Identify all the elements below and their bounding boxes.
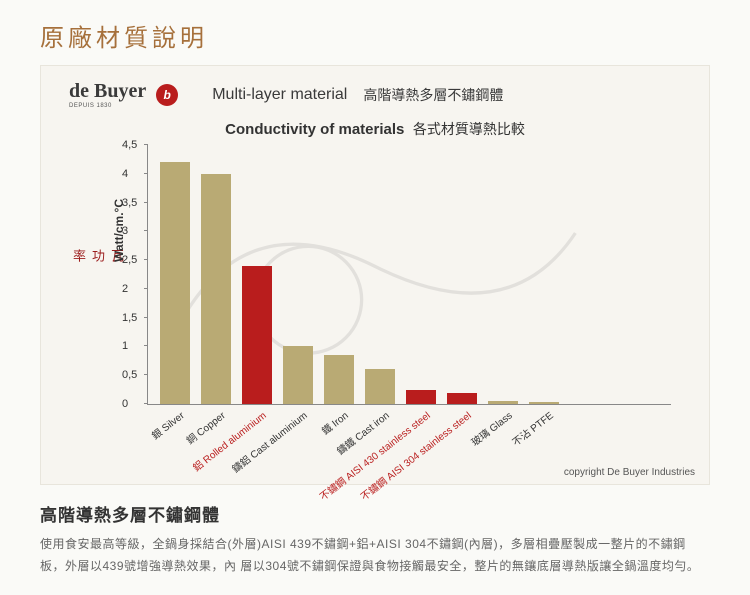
- chart-title-zh: 各式材質導熱比較: [413, 121, 525, 137]
- ytick-label: 4,5: [122, 139, 137, 151]
- description-block: 高階導熱多層不鏽鋼體 使用食安最高等級，全鍋身採結合(外層)AISI 439不鏽…: [40, 501, 710, 577]
- ytick-label: 3,5: [122, 197, 137, 209]
- bar: 銅 Copper: [201, 174, 231, 404]
- brand-block: de Buyer DEPUIS 1830: [69, 80, 146, 109]
- bar: 不沾 PTFE: [529, 402, 559, 404]
- bar: 銀 Silver: [160, 162, 190, 404]
- ytick-label: 0,5: [122, 369, 137, 381]
- chart-title-row: Conductivity of materials 各式材質導熱比較: [69, 119, 681, 139]
- page-container: 原廠材質說明 de Buyer DEPUIS 1830 b Multi-laye…: [0, 0, 750, 595]
- bar: 不鏽鋼 AISI 430 stainless steel: [406, 390, 436, 404]
- bar: 鋁 Rolled aluminium: [242, 266, 272, 404]
- bar-label: 玻璃 Glass: [467, 407, 514, 449]
- ytick-label: 2: [122, 283, 128, 295]
- brand-subtitle: DEPUIS 1830: [69, 103, 146, 109]
- bars-container: 銀 Silver 銅 Copper 鋁 Rolled aluminium 鑄鋁 Cas…: [148, 145, 671, 404]
- bar: 鐵 Iron: [324, 355, 354, 404]
- bar: 鑄鋁 Cast aluminium: [283, 346, 313, 404]
- ytick-label: 4: [122, 168, 128, 180]
- chart-panel: de Buyer DEPUIS 1830 b Multi-layer mater…: [40, 65, 710, 485]
- yaxis-zh-2: 功: [88, 249, 107, 262]
- yaxis-zh-3: 率: [69, 249, 88, 262]
- ytick-label: 2,5: [122, 254, 137, 266]
- bar-label: 鑄鋁 Cast aluminium: [228, 407, 309, 475]
- chart-copyright: copyright De Buyer Industries: [564, 467, 695, 478]
- bar-label: 不沾 PTFE: [508, 407, 555, 449]
- ytick-label: 0: [122, 398, 128, 410]
- brand-logo-icon: b: [156, 84, 178, 106]
- bar-label: 鐵 Iron: [318, 407, 351, 437]
- ytick-label: 1: [122, 340, 128, 352]
- chart-area: 瓦 功 率 Watt/cm.°C 00,511,522,533,544,5 銀 …: [125, 145, 671, 405]
- page-title: 原廠材質說明: [40, 18, 710, 53]
- chart-title-en: Conductivity of materials: [225, 121, 404, 138]
- bar: 鑄鐵 Cast iron: [365, 369, 395, 404]
- brand-row: de Buyer DEPUIS 1830 b Multi-layer mater…: [69, 80, 681, 109]
- description-title: 高階導熱多層不鏽鋼體: [40, 501, 710, 526]
- bar-label: 銀 Silver: [148, 407, 187, 442]
- plot-area: 00,511,522,533,544,5 銀 Silver銅 Copper鋁 R…: [147, 145, 671, 405]
- brand-name: de Buyer: [69, 80, 146, 102]
- tagline-zh: 高階導熱多層不鏽鋼體: [363, 85, 503, 105]
- bar: 不鏽鋼 AISI 304 stainless steel: [447, 393, 477, 405]
- ytick-label: 3: [122, 225, 128, 237]
- bar: 玻璃 Glass: [488, 401, 518, 404]
- tagline-en: Multi-layer material: [212, 86, 347, 104]
- ytick-label: 1,5: [122, 312, 137, 324]
- description-body: 使用食安最高等級，全鍋身採結合(外層)AISI 439不鏽鋼+鋁+AISI 30…: [40, 534, 710, 577]
